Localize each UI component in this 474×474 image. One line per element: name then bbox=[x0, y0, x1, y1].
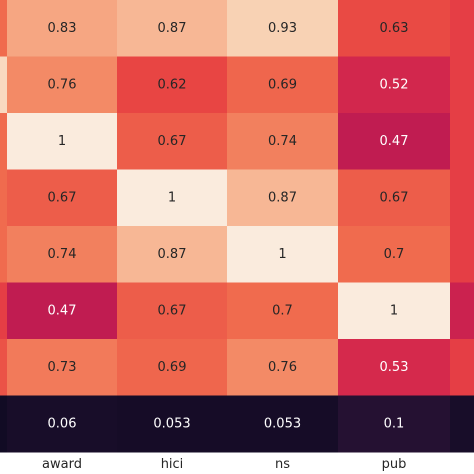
heatmap-cell bbox=[0, 339, 8, 396]
x-tick-labels: award hici ns pub bbox=[42, 457, 407, 472]
cell-value-label: 1 bbox=[58, 134, 66, 149]
heatmap-cell bbox=[0, 56, 8, 114]
heatmap-cell bbox=[450, 169, 474, 227]
heatmap-cell bbox=[0, 113, 8, 170]
cell-value-label: 0.7 bbox=[384, 247, 405, 262]
cell-value-label: 0.47 bbox=[380, 134, 409, 149]
cell-value-label: 0.053 bbox=[153, 416, 190, 431]
cell-value-label: 0.67 bbox=[48, 190, 77, 205]
cell-value-label: 0.63 bbox=[380, 21, 409, 36]
cell-value-label: 0.47 bbox=[48, 303, 77, 318]
x-tick-label: hici bbox=[161, 457, 184, 472]
heatmap-cell bbox=[227, 226, 339, 283]
cell-value-label: 0.1 bbox=[384, 416, 405, 431]
heatmap-cell bbox=[117, 56, 228, 114]
heatmap-cell bbox=[7, 169, 118, 227]
heatmap-cell bbox=[117, 395, 228, 453]
cell-value-label: 0.73 bbox=[48, 360, 77, 375]
heatmap-cell bbox=[338, 169, 451, 227]
heatmap-cell bbox=[7, 0, 118, 57]
cell-value-label: 0.69 bbox=[268, 77, 297, 92]
heatmap-cell bbox=[227, 56, 339, 114]
heatmap-cell bbox=[450, 0, 474, 57]
cell-value-label: 0.53 bbox=[380, 360, 409, 375]
heatmap-cell bbox=[7, 339, 118, 396]
heatmap-cell bbox=[0, 395, 8, 453]
cell-value-label: 0.053 bbox=[264, 416, 301, 431]
heatmap-cell bbox=[227, 169, 339, 227]
cell-value-label: 0.76 bbox=[268, 360, 297, 375]
cell-value-label: 1 bbox=[168, 190, 176, 205]
heatmap-cell bbox=[117, 113, 228, 170]
heatmap-cell bbox=[338, 226, 451, 283]
heatmap-cell bbox=[338, 0, 451, 57]
cell-value-label: 0.83 bbox=[48, 21, 77, 36]
heatmap-cell bbox=[450, 226, 474, 283]
cell-value-label: 0.87 bbox=[158, 247, 187, 262]
heatmap-cell bbox=[7, 282, 118, 340]
heatmap-cell bbox=[7, 113, 118, 170]
heatmap-cell bbox=[117, 226, 228, 283]
heatmap-cell bbox=[450, 395, 474, 453]
heatmap-cell bbox=[450, 339, 474, 396]
heatmap-cell bbox=[7, 226, 118, 283]
cell-value-label: 1 bbox=[390, 303, 398, 318]
cell-value-label: 0.74 bbox=[268, 134, 297, 149]
cell-value-label: 0.67 bbox=[380, 190, 409, 205]
heatmap-cell bbox=[338, 395, 451, 453]
heatmap-cell bbox=[227, 0, 339, 57]
heatmap-cell bbox=[0, 169, 8, 227]
heatmap-cell bbox=[0, 0, 8, 57]
heatmap-cell bbox=[338, 113, 451, 170]
heatmap-cell bbox=[117, 0, 228, 57]
cell-value-label: 0.67 bbox=[158, 134, 187, 149]
heatmap-cell bbox=[450, 56, 474, 114]
heatmap-cell bbox=[7, 395, 118, 453]
heatmap-cell bbox=[450, 113, 474, 170]
heatmap-cells: 0.83 0.87 0.93 0.63 0.76 0.62 0.69 0.52 1 0.67 0.7… bbox=[0, 0, 474, 453]
heatmap-cell bbox=[0, 282, 8, 340]
cell-value-label: 0.93 bbox=[268, 21, 297, 36]
cell-value-label: 0.69 bbox=[158, 360, 187, 375]
cell-value-label: 0.52 bbox=[380, 77, 409, 92]
cell-value-label: 0.76 bbox=[48, 77, 77, 92]
heatmap-cell bbox=[450, 282, 474, 340]
x-tick-label: award bbox=[42, 457, 82, 472]
heatmap-cell bbox=[227, 395, 339, 453]
heatmap-cell bbox=[0, 226, 8, 283]
heatmap-cell bbox=[227, 113, 339, 170]
heatmap-cell bbox=[7, 56, 118, 114]
cell-value-label: 1 bbox=[278, 247, 286, 262]
heatmap-cell bbox=[338, 56, 451, 114]
heatmap-cell bbox=[227, 339, 339, 396]
cell-value-label: 0.06 bbox=[48, 416, 77, 431]
heatmap-cell bbox=[117, 339, 228, 396]
heatmap-cell bbox=[338, 282, 451, 340]
heatmap-cell bbox=[117, 169, 228, 227]
cell-value-label: 0.87 bbox=[268, 190, 297, 205]
cell-value-label: 0.74 bbox=[48, 247, 77, 262]
x-tick-label: ns bbox=[275, 457, 290, 472]
heatmap-cell bbox=[227, 282, 339, 340]
cell-value-label: 0.87 bbox=[158, 21, 187, 36]
cell-value-label: 0.62 bbox=[158, 77, 187, 92]
cell-value-label: 0.67 bbox=[158, 303, 187, 318]
x-tick-label: pub bbox=[382, 457, 407, 472]
heatmap-cell bbox=[338, 339, 451, 396]
heatmap-cell bbox=[117, 282, 228, 340]
cell-value-label: 0.7 bbox=[272, 303, 293, 318]
